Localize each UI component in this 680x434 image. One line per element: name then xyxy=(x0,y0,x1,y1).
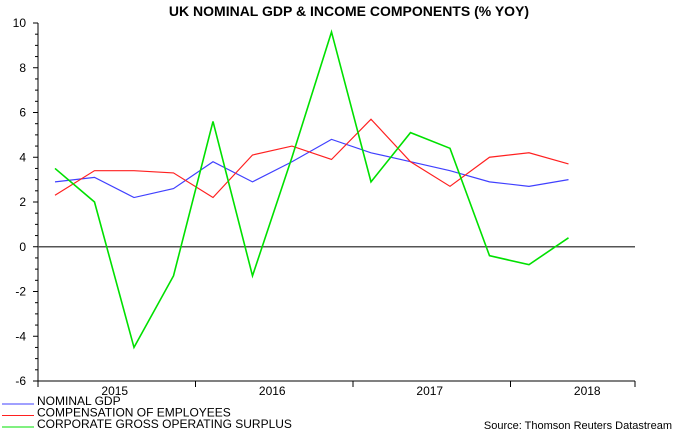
y-tick-label: 6 xyxy=(19,106,26,120)
legend-label-2: CORPORATE GROSS OPERATING SURPLUS xyxy=(37,417,292,431)
y-tick-label: 0 xyxy=(19,240,26,254)
series-line-1 xyxy=(54,118,569,199)
series-line-2 xyxy=(54,29,569,350)
y-tick-label: 10 xyxy=(13,16,27,30)
y-tick-label: 4 xyxy=(19,150,26,164)
source-note: Source: Thomson Reuters Datastream xyxy=(484,420,672,432)
y-tick-label: 8 xyxy=(19,61,26,75)
x-tick-label: 2017 xyxy=(416,384,443,398)
legend-label-0: NOMINAL GDP xyxy=(37,394,121,408)
series-line-0 xyxy=(54,138,569,199)
x-tick-label: 2016 xyxy=(259,384,286,398)
y-tick-label: -6 xyxy=(15,374,26,388)
x-tick-label: 2018 xyxy=(574,384,601,398)
chart-title: UK NOMINAL GDP & INCOME COMPONENTS (% YO… xyxy=(169,3,529,19)
y-tick-label: 2 xyxy=(19,195,26,209)
legend-label-1: COMPENSATION OF EMPLOYEES xyxy=(37,406,231,420)
y-tick-label: -2 xyxy=(15,285,26,299)
y-tick-label: -4 xyxy=(15,329,26,343)
x-tick-label: 2015 xyxy=(101,384,128,398)
